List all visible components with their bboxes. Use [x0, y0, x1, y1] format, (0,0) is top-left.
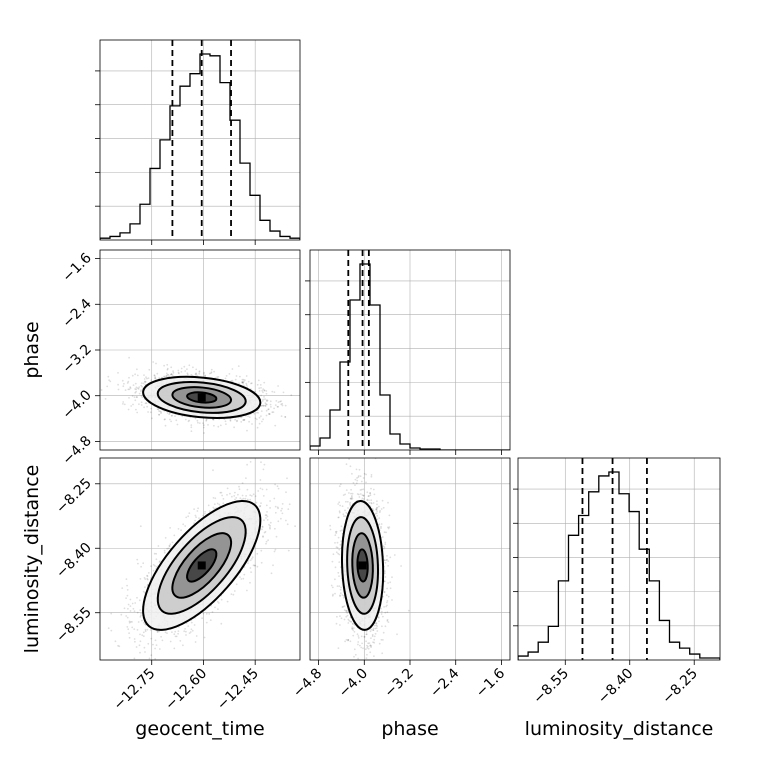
- histogram-step: [310, 263, 510, 450]
- y-tick-label: −4.0: [59, 387, 94, 422]
- contour-line: [142, 499, 262, 631]
- scatter-panel-phase-vs-geocent_time: [100, 250, 300, 450]
- contour-line: [341, 499, 385, 631]
- y-tick-label: −2.4: [59, 296, 94, 331]
- y-axis-label-luminosity_distance: luminosity_distance: [21, 465, 43, 654]
- contour-line: [171, 386, 233, 409]
- density-peak: [358, 561, 367, 570]
- y-tick-label: −3.2: [59, 342, 94, 377]
- contour-line: [171, 532, 233, 599]
- scatter-panel-luminosity_distance-vs-phase: [310, 458, 510, 660]
- hist-panel-phase: [305, 250, 510, 450]
- y-tick-label: −4.8: [59, 433, 94, 468]
- x-tick-label: −8.40: [595, 666, 637, 708]
- contour-line: [186, 548, 218, 583]
- hist-panel-luminosity_distance: [513, 458, 720, 660]
- axes-frame: [99, 39, 301, 241]
- x-axis-label-phase: phase: [381, 718, 438, 740]
- y-tick-label: −8.25: [53, 475, 95, 517]
- contour-line: [156, 380, 247, 414]
- histogram-step: [518, 471, 720, 660]
- contour-line: [156, 516, 247, 615]
- y-tick-label: −1.6: [59, 250, 94, 285]
- contour-line: [186, 391, 218, 404]
- x-tick-label: −12.45: [214, 666, 262, 714]
- histogram-step: [100, 53, 300, 240]
- y-axis-label-phase: phase: [21, 321, 43, 378]
- x-axis-label-luminosity_distance: luminosity_distance: [525, 718, 714, 740]
- x-tick-label: −12.75: [111, 666, 159, 714]
- density-peak: [197, 393, 206, 402]
- contour-line: [356, 548, 369, 583]
- hist-panel-geocent_time: [95, 40, 300, 240]
- axes-frame: [517, 457, 721, 661]
- y-tick-label: −8.40: [53, 540, 95, 582]
- contour-line: [346, 516, 379, 615]
- contour-line: [142, 375, 262, 419]
- y-tick-label: −8.55: [53, 604, 95, 646]
- x-tick-label: −8.55: [530, 666, 572, 708]
- axes-frame: [99, 457, 301, 661]
- x-tick-label: −4.8: [290, 666, 325, 701]
- x-tick-label: −3.2: [381, 666, 416, 701]
- x-tick-label: −4.0: [336, 666, 371, 701]
- density-peak: [197, 561, 206, 570]
- x-axis-label-geocent_time: geocent_time: [135, 718, 264, 740]
- x-tick-label: −2.4: [427, 665, 462, 700]
- x-tick-label: −8.25: [659, 666, 701, 708]
- contour-line: [351, 532, 374, 599]
- x-tick-label: −1.6: [473, 665, 508, 700]
- x-tick-label: −12.60: [162, 666, 210, 714]
- scatter-panel-luminosity_distance-vs-geocent_time: [100, 458, 300, 660]
